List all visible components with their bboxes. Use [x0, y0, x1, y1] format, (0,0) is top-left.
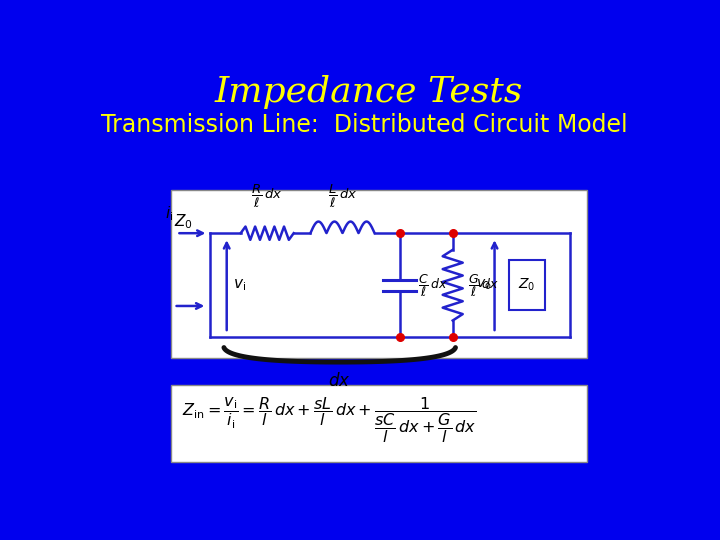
Text: $\dfrac{G}{\ell}\,dx$: $\dfrac{G}{\ell}\,dx$ — [468, 272, 499, 299]
Text: $v_{\rm o}$: $v_{\rm o}$ — [476, 278, 492, 292]
Text: $dx$: $dx$ — [328, 373, 351, 390]
Text: $Z_0$: $Z_0$ — [174, 212, 193, 231]
Bar — [171, 190, 587, 358]
Text: $\dfrac{C}{\ell}\,dx$: $\dfrac{C}{\ell}\,dx$ — [418, 272, 448, 299]
Text: Transmission Line:  Distributed Circuit Model: Transmission Line: Distributed Circuit M… — [101, 113, 628, 137]
Text: $Z_0$: $Z_0$ — [518, 277, 535, 293]
Text: $v_{\rm i}$: $v_{\rm i}$ — [233, 278, 246, 293]
Text: $\dfrac{R}{\ell}\,dx$: $\dfrac{R}{\ell}\,dx$ — [251, 183, 283, 210]
Text: $\dfrac{L}{\ell}\,dx$: $\dfrac{L}{\ell}\,dx$ — [328, 183, 357, 210]
Text: $i_{\rm i}$: $i_{\rm i}$ — [166, 204, 174, 223]
Bar — [171, 385, 587, 462]
Bar — [508, 260, 545, 310]
Text: Impedance Tests: Impedance Tests — [215, 75, 523, 109]
Text: $Z_{\rm in} = \dfrac{v_{\rm i}}{i_{\rm i}} = \dfrac{R}{l}\,dx + \dfrac{sL}{l}\,d: $Z_{\rm in} = \dfrac{v_{\rm i}}{i_{\rm i… — [182, 395, 477, 444]
